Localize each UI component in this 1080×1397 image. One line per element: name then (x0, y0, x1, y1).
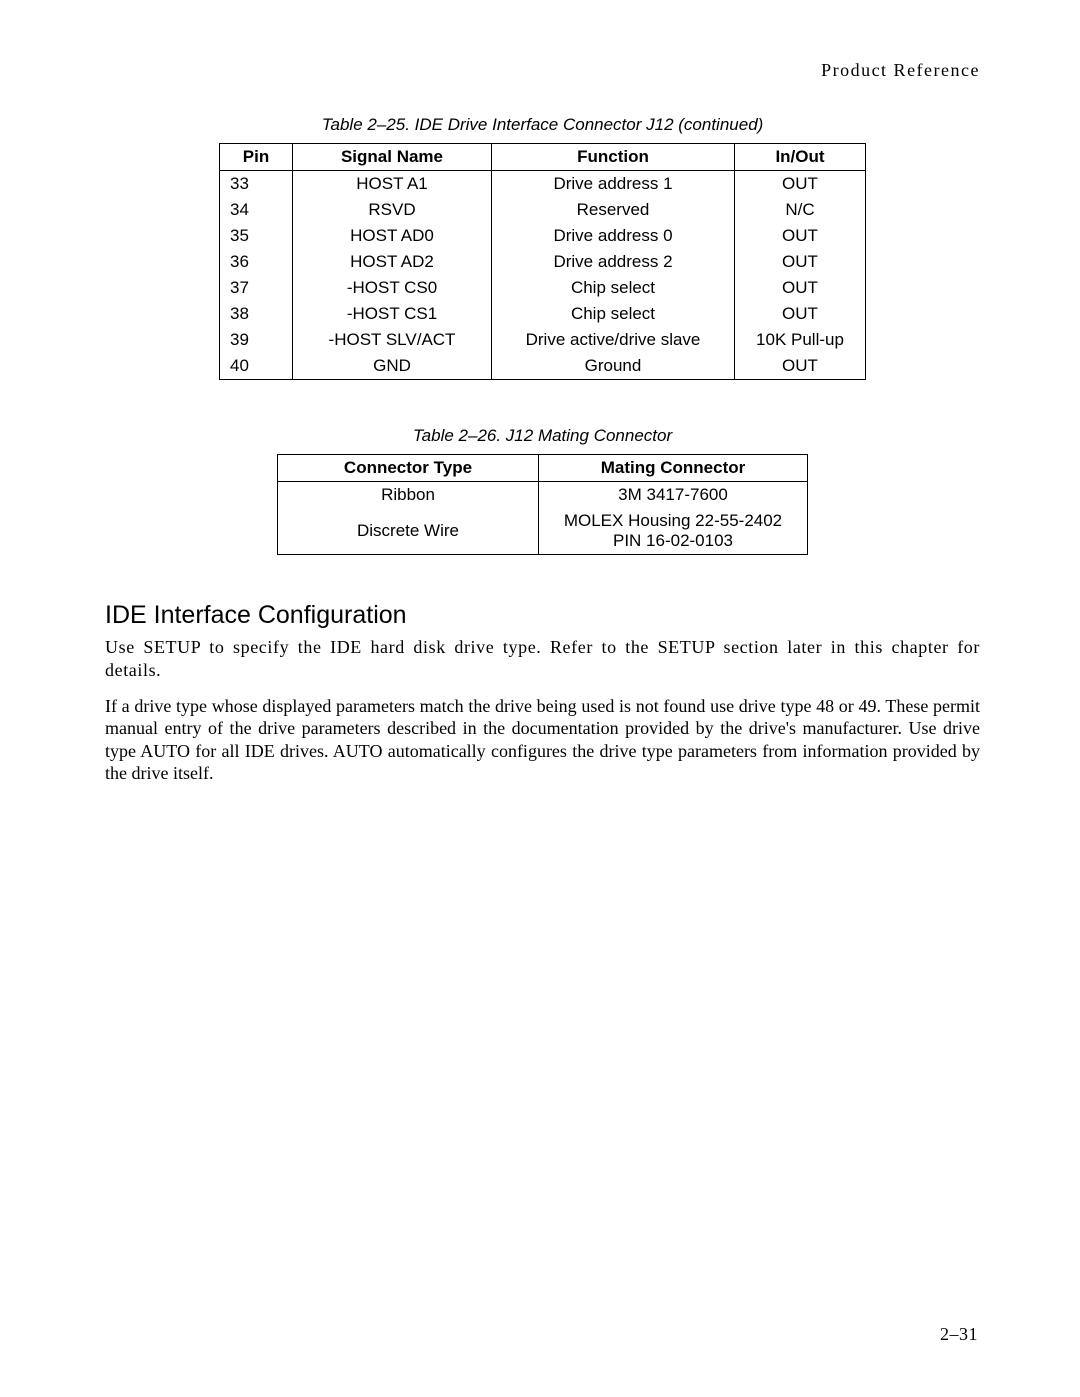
table-cell: 40 (220, 353, 293, 380)
table-cell: 33 (220, 171, 293, 198)
table-cell: -HOST SLV/ACT (293, 327, 492, 353)
table-row: 35HOST AD0Drive address 0OUT (220, 223, 866, 249)
table-cell: Ground (492, 353, 735, 380)
th-function: Function (492, 144, 735, 171)
table1-caption: Table 2–25. IDE Drive Interface Connecto… (105, 115, 980, 135)
table-cell: 3M 3417-7600 (539, 482, 808, 509)
table1-body: 33HOST A1Drive address 1OUT34RSVDReserve… (220, 171, 866, 380)
table-cell: -HOST CS1 (293, 301, 492, 327)
paragraph-2: If a drive type whose displayed paramete… (105, 695, 980, 784)
table-cell: Drive address 2 (492, 249, 735, 275)
table-row: 37-HOST CS0Chip selectOUT (220, 275, 866, 301)
table1-header-row: Pin Signal Name Function In/Out (220, 144, 866, 171)
section-heading: IDE Interface Configuration (105, 601, 980, 630)
table-cell: Drive address 0 (492, 223, 735, 249)
table-cell: 38 (220, 301, 293, 327)
mating-connector-table: Connector Type Mating Connector Ribbon3M… (277, 454, 808, 555)
table-cell: 34 (220, 197, 293, 223)
table-cell: -HOST CS0 (293, 275, 492, 301)
table-cell: Drive address 1 (492, 171, 735, 198)
table-cell: 35 (220, 223, 293, 249)
table-cell: HOST AD2 (293, 249, 492, 275)
page-container: Product Reference Table 2–25. IDE Drive … (0, 0, 1080, 1397)
th-signal: Signal Name (293, 144, 492, 171)
th-connector-type: Connector Type (278, 455, 539, 482)
table-cell: OUT (735, 171, 866, 198)
table-cell: Chip select (492, 275, 735, 301)
table-row: 33HOST A1Drive address 1OUT (220, 171, 866, 198)
table-cell: 37 (220, 275, 293, 301)
table-cell: 10K Pull-up (735, 327, 866, 353)
table-cell: GND (293, 353, 492, 380)
table-cell: Drive active/drive slave (492, 327, 735, 353)
table-cell: OUT (735, 223, 866, 249)
paragraph-1: Use SETUP to specify the IDE hard disk d… (105, 636, 980, 681)
table-cell: HOST A1 (293, 171, 492, 198)
table-row: Discrete WireMOLEX Housing 22-55-2402PIN… (278, 508, 808, 555)
table2-caption: Table 2–26. J12 Mating Connector (105, 426, 980, 446)
table-cell: Ribbon (278, 482, 539, 509)
table-cell: OUT (735, 275, 866, 301)
table-cell: MOLEX Housing 22-55-2402PIN 16-02-0103 (539, 508, 808, 555)
table-row: Ribbon3M 3417-7600 (278, 482, 808, 509)
ide-pin-table: Pin Signal Name Function In/Out 33HOST A… (219, 143, 866, 380)
table-row: 36HOST AD2Drive address 2OUT (220, 249, 866, 275)
table-row: 34RSVDReservedN/C (220, 197, 866, 223)
table-cell: OUT (735, 301, 866, 327)
table-cell: Discrete Wire (278, 508, 539, 555)
running-header: Product Reference (105, 60, 980, 81)
table-cell: Reserved (492, 197, 735, 223)
table2-header-row: Connector Type Mating Connector (278, 455, 808, 482)
table-cell: OUT (735, 353, 866, 380)
table-cell: 39 (220, 327, 293, 353)
th-inout: In/Out (735, 144, 866, 171)
table2-body: Ribbon3M 3417-7600Discrete WireMOLEX Hou… (278, 482, 808, 555)
table-cell: Chip select (492, 301, 735, 327)
table-cell: RSVD (293, 197, 492, 223)
table-cell: N/C (735, 197, 866, 223)
table-row: 39-HOST SLV/ACTDrive active/drive slave1… (220, 327, 866, 353)
th-mating-connector: Mating Connector (539, 455, 808, 482)
th-pin: Pin (220, 144, 293, 171)
table-cell: 36 (220, 249, 293, 275)
table-row: 38-HOST CS1Chip selectOUT (220, 301, 866, 327)
table-row: 40GNDGroundOUT (220, 353, 866, 380)
page-number: 2–31 (940, 1324, 978, 1345)
table-cell: OUT (735, 249, 866, 275)
table-cell: HOST AD0 (293, 223, 492, 249)
